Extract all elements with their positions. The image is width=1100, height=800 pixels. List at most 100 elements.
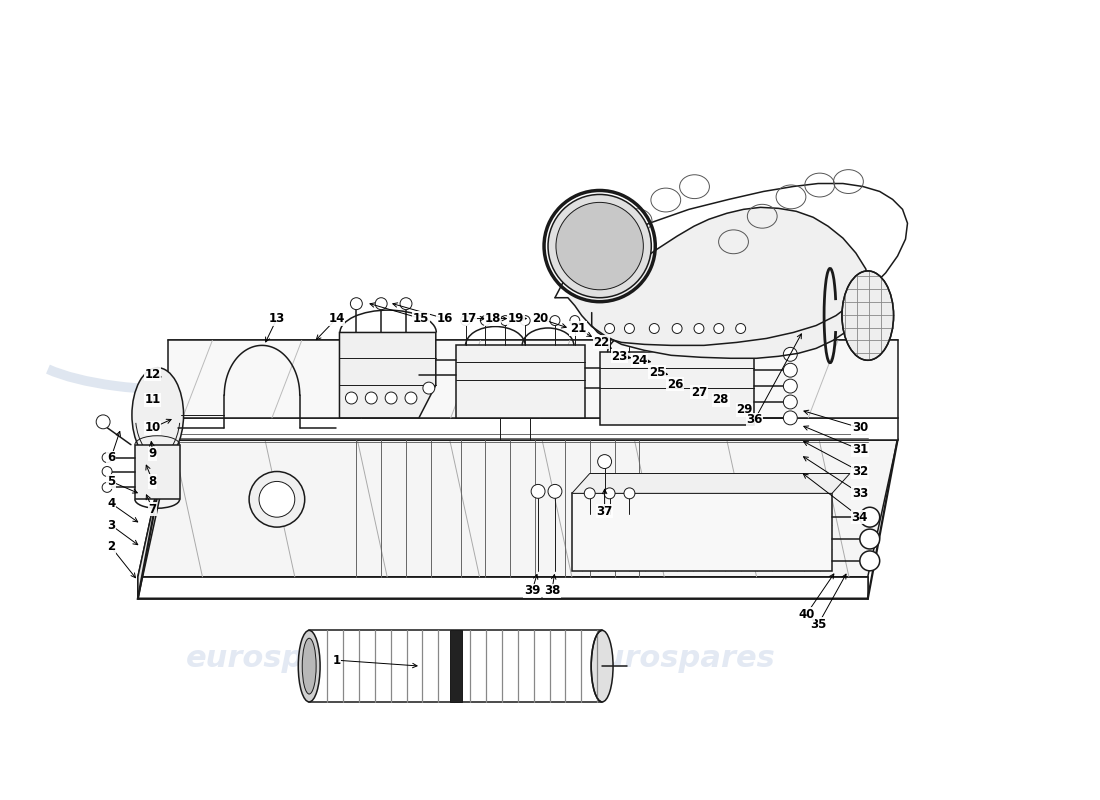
- Polygon shape: [556, 183, 908, 346]
- Circle shape: [649, 323, 659, 334]
- Circle shape: [548, 485, 562, 498]
- Circle shape: [714, 323, 724, 334]
- Text: 9: 9: [148, 447, 157, 460]
- Polygon shape: [455, 346, 585, 418]
- Circle shape: [605, 323, 615, 334]
- Circle shape: [385, 392, 397, 404]
- Text: 6: 6: [107, 451, 116, 464]
- Circle shape: [520, 315, 530, 326]
- Text: 40: 40: [798, 608, 814, 621]
- Ellipse shape: [132, 368, 184, 462]
- Text: 5: 5: [107, 475, 116, 488]
- Text: 19: 19: [508, 312, 525, 325]
- Circle shape: [584, 488, 595, 499]
- Text: 8: 8: [148, 475, 157, 488]
- Circle shape: [570, 315, 580, 326]
- Circle shape: [375, 298, 387, 310]
- Bar: [309, 630, 602, 702]
- Circle shape: [102, 466, 112, 477]
- Text: 17: 17: [461, 312, 476, 325]
- Text: eurospares: eurospares: [583, 350, 775, 380]
- Circle shape: [597, 454, 612, 469]
- Polygon shape: [600, 352, 754, 425]
- Circle shape: [351, 298, 362, 310]
- Polygon shape: [138, 440, 898, 577]
- Circle shape: [548, 194, 651, 298]
- Circle shape: [860, 529, 880, 549]
- Text: 1: 1: [332, 654, 341, 666]
- Text: 10: 10: [145, 422, 161, 434]
- Text: 14: 14: [328, 312, 344, 325]
- Polygon shape: [556, 207, 870, 358]
- Bar: [450, 630, 462, 702]
- Circle shape: [531, 485, 544, 498]
- Text: 27: 27: [691, 386, 707, 398]
- Text: 32: 32: [851, 465, 868, 478]
- Text: 29: 29: [737, 403, 752, 417]
- Polygon shape: [572, 474, 850, 494]
- Circle shape: [604, 488, 615, 499]
- Text: 18: 18: [484, 312, 500, 325]
- Circle shape: [422, 382, 435, 394]
- Polygon shape: [167, 341, 898, 418]
- Text: 39: 39: [524, 584, 540, 597]
- Polygon shape: [167, 418, 898, 440]
- Text: 20: 20: [532, 312, 548, 325]
- Text: 7: 7: [148, 502, 157, 516]
- Text: 13: 13: [268, 312, 285, 325]
- Text: 11: 11: [145, 394, 161, 406]
- Circle shape: [783, 411, 798, 425]
- Circle shape: [102, 453, 112, 462]
- Text: 26: 26: [667, 378, 683, 390]
- Circle shape: [783, 363, 798, 377]
- Circle shape: [365, 392, 377, 404]
- Circle shape: [550, 315, 560, 326]
- Circle shape: [694, 323, 704, 334]
- Circle shape: [783, 379, 798, 393]
- Circle shape: [405, 392, 417, 404]
- Polygon shape: [138, 440, 167, 598]
- Bar: [572, 494, 832, 571]
- Polygon shape: [340, 333, 436, 418]
- Circle shape: [102, 482, 112, 492]
- Polygon shape: [138, 577, 868, 598]
- Circle shape: [556, 202, 644, 290]
- Text: 3: 3: [107, 518, 116, 532]
- Circle shape: [461, 315, 471, 326]
- Text: 2: 2: [107, 541, 116, 554]
- Circle shape: [783, 395, 798, 409]
- Text: 23: 23: [612, 350, 628, 363]
- Circle shape: [625, 323, 635, 334]
- Text: 22: 22: [594, 336, 609, 349]
- Text: 35: 35: [810, 618, 826, 631]
- Circle shape: [860, 551, 880, 571]
- Text: 38: 38: [543, 584, 560, 597]
- Text: 33: 33: [851, 487, 868, 500]
- Text: 12: 12: [145, 368, 161, 381]
- Text: 16: 16: [437, 312, 453, 325]
- Text: 37: 37: [596, 505, 613, 518]
- Text: eurospares: eurospares: [186, 644, 378, 673]
- Ellipse shape: [302, 638, 316, 694]
- Text: 15: 15: [412, 312, 429, 325]
- Text: 4: 4: [107, 497, 116, 510]
- Circle shape: [672, 323, 682, 334]
- Circle shape: [500, 315, 510, 326]
- Text: 30: 30: [851, 422, 868, 434]
- Text: 28: 28: [713, 394, 729, 406]
- Text: eurospares: eurospares: [186, 350, 378, 380]
- Circle shape: [624, 488, 635, 499]
- Circle shape: [736, 323, 746, 334]
- Text: 25: 25: [649, 366, 666, 378]
- Circle shape: [96, 415, 110, 429]
- Text: 34: 34: [851, 510, 868, 524]
- Circle shape: [249, 471, 305, 527]
- Ellipse shape: [591, 630, 613, 702]
- Circle shape: [258, 482, 295, 517]
- Text: eurospares: eurospares: [583, 644, 775, 673]
- Text: 31: 31: [851, 443, 868, 456]
- Circle shape: [783, 347, 798, 362]
- Ellipse shape: [842, 271, 893, 360]
- Circle shape: [860, 507, 880, 527]
- Circle shape: [481, 315, 491, 326]
